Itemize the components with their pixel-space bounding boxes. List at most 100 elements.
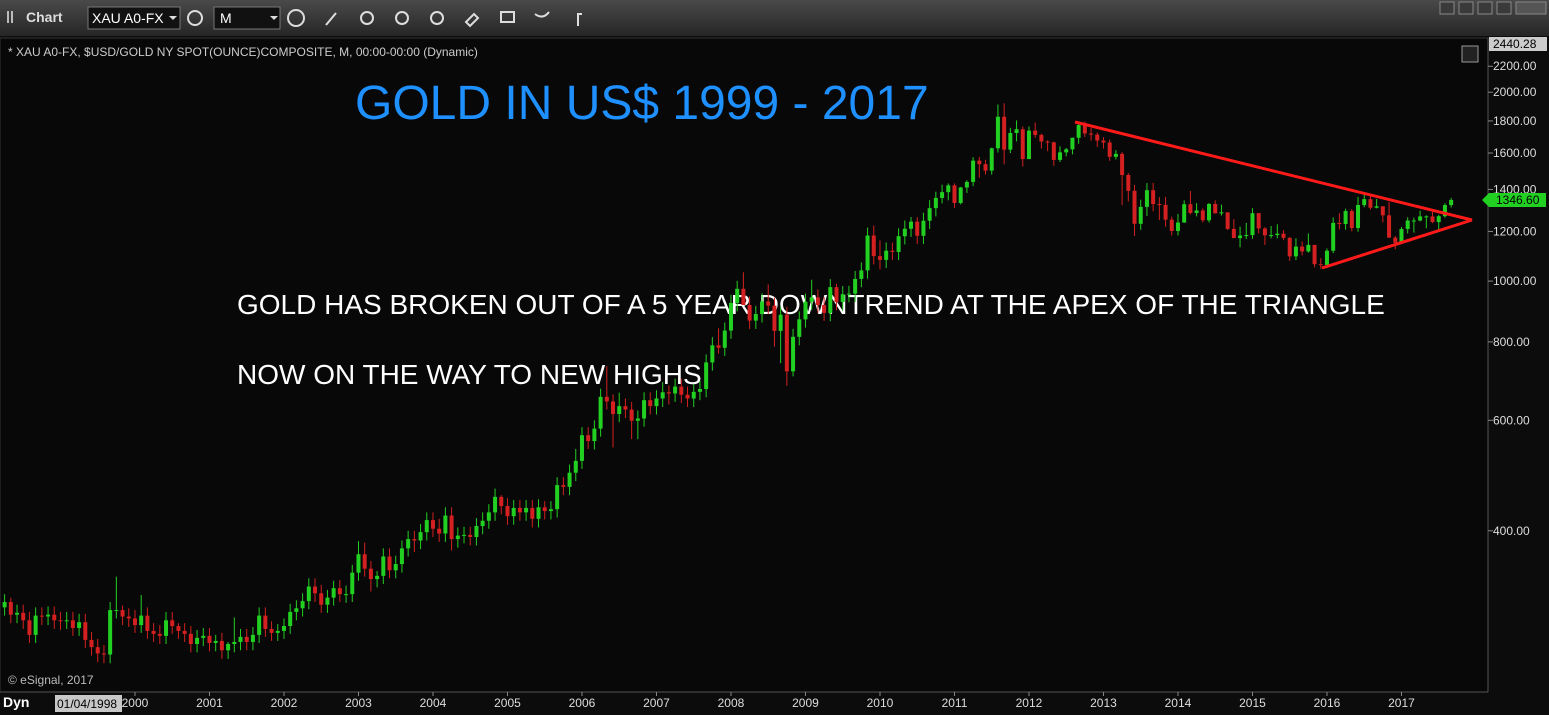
help-button[interactable]: [1439, 1, 1455, 15]
candle-body: [350, 572, 355, 595]
candle-body: [412, 539, 417, 541]
candle-body: [281, 626, 286, 631]
draw-icon[interactable]: [325, 12, 337, 26]
axis-top-box: [1489, 37, 1547, 51]
candle-body: [257, 615, 262, 635]
candle-body: [2, 602, 7, 608]
candle-body: [1362, 199, 1367, 206]
trend-line: [1074, 120, 1473, 222]
candle-body: [623, 406, 628, 410]
minimize-button[interactable]: [1477, 1, 1493, 15]
candle-body: [778, 314, 783, 331]
symbol-box[interactable]: [87, 6, 181, 30]
candle-body: [822, 305, 827, 313]
candle-body: [971, 160, 976, 182]
candle-body: [474, 526, 479, 537]
candle-body: [1399, 228, 1404, 243]
candle-body: [1300, 246, 1305, 252]
cursor-date: 01/04/1998: [57, 697, 117, 711]
candle-body: [499, 496, 504, 507]
trend-line: [1321, 218, 1473, 270]
maximize-pane[interactable]: [1461, 45, 1479, 63]
candle-body: [493, 496, 498, 513]
candle-body: [375, 575, 380, 580]
alert-icon[interactable]: [430, 11, 444, 25]
candle-body: [1169, 219, 1174, 231]
y-tick-label: 1800.00: [1493, 114, 1537, 128]
candle-body: [1138, 206, 1143, 224]
candle-body: [1058, 152, 1063, 160]
interval-box[interactable]: [213, 6, 281, 30]
candle-body: [1033, 130, 1038, 135]
restore-button[interactable]: [1496, 1, 1512, 15]
candle-body: [1076, 125, 1081, 138]
candle-body: [989, 148, 994, 171]
candle-body: [921, 220, 926, 236]
plot-area: [0, 37, 1489, 693]
candle-body: [1113, 153, 1118, 157]
interval[interactable]: M: [220, 10, 232, 26]
candle-body: [592, 428, 597, 442]
candle-body: [505, 506, 510, 517]
x-tick-label: 2010: [867, 696, 894, 710]
annotation: NOW ON THE WAY TO NEW HIGHS: [237, 359, 702, 390]
annotation: GOLD HAS BROKEN OUT OF A 5 YEAR DOWNTREN…: [237, 289, 1385, 320]
facebook-icon[interactable]: [577, 13, 582, 26]
close-button[interactable]: [1515, 1, 1547, 15]
candle-body: [884, 250, 889, 260]
candle-body: [114, 610, 119, 612]
x-tick-label: 2003: [345, 696, 372, 710]
candle-body: [319, 593, 324, 605]
candle-body: [1262, 228, 1267, 236]
candle-body: [393, 564, 398, 571]
clock-icon[interactable]: [287, 9, 305, 27]
settings-icon[interactable]: [187, 10, 203, 26]
last-price-box: [1482, 193, 1546, 208]
candle-body: [846, 293, 851, 295]
candle-body: [859, 270, 864, 279]
candle-body: [325, 597, 330, 605]
y-tick-label: 2200.00: [1493, 59, 1537, 73]
candle-body: [890, 250, 895, 252]
play-icon[interactable]: [395, 11, 409, 25]
symbol[interactable]: XAU A0-FX: [92, 10, 164, 26]
refresh-icon[interactable]: [360, 11, 374, 25]
candle-body: [1449, 200, 1454, 206]
candle-body: [952, 185, 957, 203]
x-tick-label: 2007: [643, 696, 670, 710]
candle-body: [52, 614, 57, 621]
candle-body: [1356, 205, 1361, 229]
x-tick-label: 2000: [122, 696, 149, 710]
comment-icon[interactable]: [500, 11, 515, 23]
candle-body: [46, 614, 51, 617]
candle-body: [201, 635, 206, 638]
candle-body: [1051, 142, 1056, 160]
candle-body: [356, 554, 361, 573]
candle-body: [188, 633, 193, 645]
twitter-icon[interactable]: [534, 11, 550, 18]
candle-body: [1082, 125, 1087, 134]
tag-icon[interactable]: [464, 12, 480, 28]
candle-body: [958, 187, 963, 203]
candle-body: [1089, 133, 1094, 135]
link-button[interactable]: [1458, 1, 1474, 15]
candle-body: [244, 636, 249, 642]
candle-body: [89, 639, 94, 648]
y-tick-label: 400.00: [1493, 524, 1530, 538]
candle-body: [1256, 213, 1261, 229]
candle-body: [735, 288, 740, 303]
candle-body: [313, 586, 318, 594]
candle-body: [226, 644, 231, 651]
candle-body: [120, 610, 125, 617]
status-label: Dyn: [3, 694, 29, 710]
candle-body: [704, 362, 709, 390]
candle-body: [170, 620, 175, 627]
chart-title: GOLD IN US$ 1999 - 2017: [355, 77, 929, 130]
candle-body: [83, 622, 88, 640]
candle-body: [455, 535, 460, 540]
candle-body: [548, 509, 553, 512]
candle-body: [1436, 216, 1441, 223]
candle-body: [1014, 129, 1019, 133]
y-tick-label: 1200.00: [1493, 224, 1537, 238]
candle-body: [1194, 210, 1199, 213]
